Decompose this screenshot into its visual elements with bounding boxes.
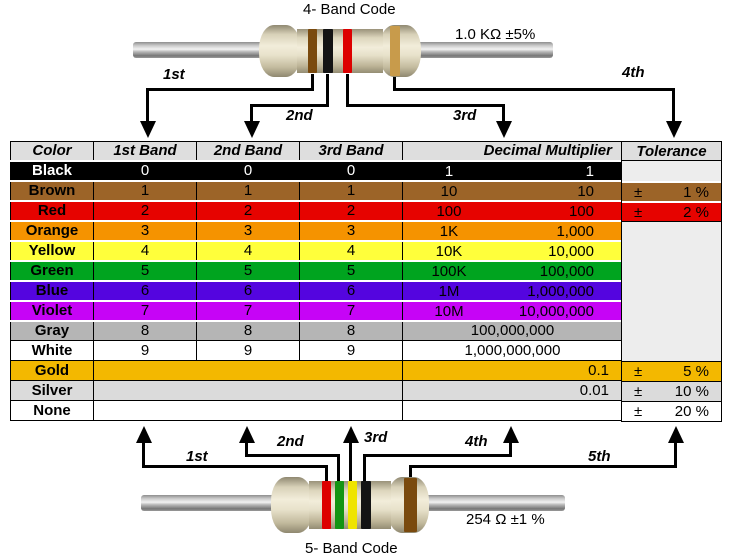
bottom-band-1-red-icon <box>322 481 331 529</box>
top-band-2-black-icon <box>323 29 333 73</box>
tolerance-cell-merged-empty <box>622 221 721 361</box>
arrow-down-icon <box>140 121 156 138</box>
tolerance-cell-gold: ±5 % <box>622 361 721 381</box>
top-band-4-gold-icon <box>390 26 400 76</box>
tolerance-column: Tolerance ±1 % ±2 % ±5 % ±10 % ±20 % <box>621 141 722 422</box>
arrow-up-icon <box>239 426 255 443</box>
bottom-band-2-green-icon <box>335 481 344 529</box>
table-row: Green 5 5 5 100K 100,000 <box>10 259 623 281</box>
table-row: None <box>10 400 623 421</box>
arrow-up-icon <box>343 426 359 443</box>
table-row: Blue 6 6 6 1M 1,000,000 <box>10 279 623 301</box>
table-row: Red 2 2 2 100 100 <box>10 199 623 221</box>
bottom-resistor-left-cap <box>271 477 313 533</box>
table-row: Yellow 4 4 4 10K 10,000 <box>10 239 623 261</box>
header-color: Color <box>32 142 72 160</box>
arrow-up-icon <box>503 426 519 443</box>
header-band3: 3rd Band <box>299 141 403 161</box>
tolerance-cell-silver: ±10 % <box>622 381 721 401</box>
table-row: Orange 3 3 3 1K 1,000 <box>10 219 623 241</box>
arrow-down-icon <box>244 121 260 138</box>
table-row: Gold 0.1 <box>10 360 623 381</box>
arrow-down-icon <box>496 121 512 138</box>
table-header-row: Color 1st Band 2nd Band 3rd Band Decimal… <box>10 141 623 161</box>
table-row: Brown 1 1 1 10 10 <box>10 179 623 201</box>
top-band-1-brown-icon <box>308 29 317 73</box>
bottom-band-3-yellow-icon <box>348 481 357 529</box>
table-row: Violet 7 7 7 10M 10,000,000 <box>10 299 623 321</box>
top-resistor-left-cap <box>259 25 301 77</box>
top-resistor-value: 1.0 KΩ ±5% <box>455 26 536 43</box>
tolerance-cell-black <box>622 161 721 181</box>
five-band-title: 5- Band Code <box>305 540 398 557</box>
header-band2: 2nd Band <box>196 141 300 161</box>
table-row: Silver 0.01 <box>10 380 623 401</box>
top-band-3-red-icon <box>343 29 352 73</box>
header-band1: 1st Band <box>93 141 197 161</box>
tolerance-cell-brown: ±1 % <box>622 181 721 201</box>
four-band-title: 4- Band Code <box>303 1 396 18</box>
header-multiplier: Decimal Multiplier <box>402 141 623 161</box>
arrow-down-icon <box>666 121 682 138</box>
bottom-band-4-black-icon <box>361 481 371 529</box>
header-tolerance: Tolerance <box>622 142 721 161</box>
table-row: White 9 9 9 1,000,000,000 <box>10 340 623 361</box>
arrow-up-icon <box>668 426 684 443</box>
arrow-up-icon <box>136 426 152 443</box>
tolerance-cell-red: ±2 % <box>622 201 721 221</box>
bottom-band-5-brown-icon <box>404 478 417 532</box>
bottom-resistor-value: 254 Ω ±1 % <box>466 511 545 528</box>
table-row: Gray 8 8 8 100,000,000 <box>10 319 623 341</box>
color-code-table: Color 1st Band 2nd Band 3rd Band Decimal… <box>10 141 623 421</box>
tolerance-cell-none: ±20 % <box>622 401 721 421</box>
top-resistor-right-cap <box>379 25 421 77</box>
